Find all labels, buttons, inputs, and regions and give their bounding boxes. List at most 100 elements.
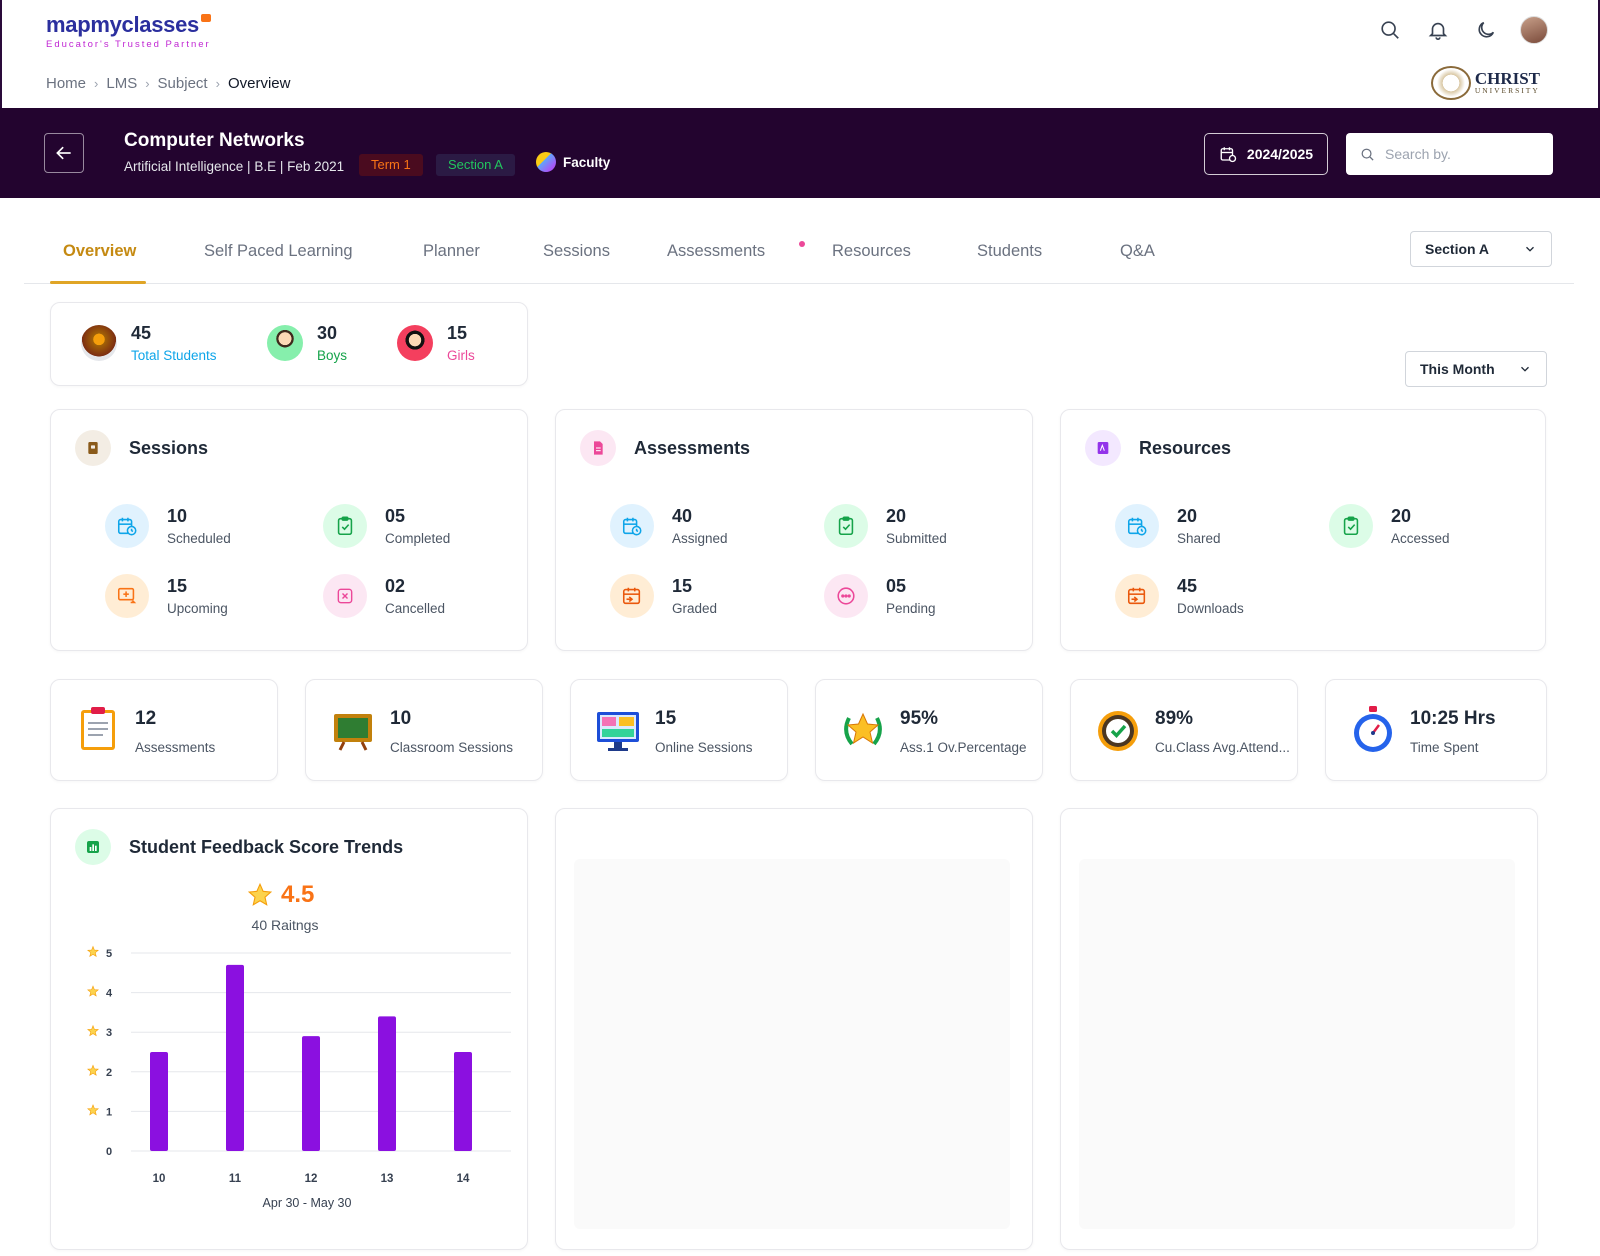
university-sub: UNIVERSITY bbox=[1474, 85, 1540, 95]
chevron-right-icon: › bbox=[94, 76, 99, 91]
empty-card-middle bbox=[555, 808, 1033, 1250]
x-tick-label: 13 bbox=[381, 1173, 394, 1185]
section-badge: Section A bbox=[436, 154, 515, 176]
scheduled-value: 10 bbox=[167, 506, 188, 526]
metric-percentage-value: 95% bbox=[900, 708, 939, 729]
academic-year-button[interactable]: 2024/2025 bbox=[1204, 133, 1328, 175]
metric-assessments-card: 12 Assessments bbox=[50, 679, 278, 781]
graded-value: 15 bbox=[672, 576, 693, 596]
sessions-book-icon bbox=[75, 430, 111, 466]
cancelled-label: Cancelled bbox=[385, 601, 446, 616]
academic-year-label: 2024/2025 bbox=[1246, 146, 1314, 162]
assessments-title: Assessments bbox=[634, 437, 751, 458]
role-label: Faculty bbox=[563, 154, 611, 170]
back-button[interactable] bbox=[44, 133, 84, 173]
tab-students[interactable]: Students bbox=[977, 242, 1043, 260]
period-select-value: This Month bbox=[1420, 361, 1495, 377]
assigned-stat: 40 Assigned bbox=[610, 504, 728, 548]
x-axis-label: Apr 30 - May 30 bbox=[263, 1196, 352, 1210]
top-actions bbox=[1376, 16, 1548, 44]
tab-resources[interactable]: Resources bbox=[832, 242, 911, 260]
shared-stat: 20 Shared bbox=[1115, 504, 1221, 548]
logo-tagline: Educator's Trusted Partner bbox=[46, 39, 211, 50]
brand-logo[interactable]: mapmyclasses Educator's Trusted Partner bbox=[46, 12, 211, 50]
breadcrumb-current: Overview bbox=[227, 75, 291, 92]
submitted-value: 20 bbox=[886, 506, 907, 526]
arrow-left-icon bbox=[56, 146, 71, 160]
bar bbox=[226, 964, 244, 1151]
scheduled-label: Scheduled bbox=[167, 531, 231, 546]
assigned-value: 40 bbox=[672, 506, 693, 526]
upcoming-stat: 15 Upcoming bbox=[105, 574, 228, 618]
upcoming-value: 15 bbox=[167, 576, 188, 596]
chevron-down-icon bbox=[1521, 366, 1529, 372]
search-icon[interactable] bbox=[1376, 16, 1404, 44]
university-seal-icon bbox=[1430, 66, 1471, 100]
loading-placeholder bbox=[574, 859, 1010, 1229]
pending-label: Pending bbox=[886, 601, 936, 616]
average-rating: 4.5 bbox=[247, 881, 314, 909]
sessions-card: Sessions 10 Scheduled 05 Completed 15 Upcom… bbox=[50, 409, 528, 651]
metric-online-card: 15 Online Sessions bbox=[570, 679, 788, 781]
search-input[interactable] bbox=[1385, 146, 1535, 162]
shared-value: 20 bbox=[1177, 506, 1198, 526]
bell-icon[interactable] bbox=[1424, 16, 1452, 44]
course-title: Computer Networks bbox=[124, 130, 305, 151]
tab-planner[interactable]: Planner bbox=[423, 242, 480, 260]
tab-qa[interactable]: Q&A bbox=[1120, 242, 1155, 260]
breadcrumb-home[interactable]: Home bbox=[46, 75, 87, 92]
y-tick-label: 2 bbox=[106, 1067, 112, 1079]
completed-label: Completed bbox=[385, 531, 451, 546]
bar bbox=[150, 1052, 168, 1151]
moon-icon[interactable] bbox=[1472, 16, 1500, 44]
ratings-count: 40 Raitngs bbox=[251, 917, 319, 933]
breadcrumb-lms[interactable]: LMS bbox=[106, 75, 138, 92]
chevron-right-icon: › bbox=[145, 76, 150, 91]
tab-overview[interactable]: Overview bbox=[63, 242, 137, 260]
boys-stat: 30 Boys bbox=[267, 323, 347, 363]
boy-avatar-icon bbox=[267, 325, 303, 361]
total-students-stat: 45 Total Students bbox=[81, 323, 217, 363]
y-tick-label: 0 bbox=[106, 1146, 112, 1158]
metric-percentage-label: Ass.1 Ov.Percentage bbox=[900, 740, 1027, 755]
shared-label: Shared bbox=[1177, 531, 1221, 546]
user-avatar[interactable] bbox=[1520, 16, 1548, 44]
tab-sessions[interactable]: Sessions bbox=[543, 242, 610, 260]
top-bar: mapmyclasses Educator's Trusted Partner … bbox=[0, 0, 1600, 108]
downloads-stat: 45 Downloads bbox=[1115, 574, 1244, 618]
tab-assessments[interactable]: Assessments bbox=[667, 242, 766, 260]
star-icon bbox=[87, 1064, 99, 1076]
accessed-stat: 20 Accessed bbox=[1329, 504, 1450, 548]
metric-classroom-value: 10 bbox=[390, 708, 412, 729]
metric-classroom-card: 10 Classroom Sessions bbox=[305, 679, 543, 781]
clipboard-check-icon bbox=[824, 504, 868, 548]
period-select[interactable]: This Month bbox=[1405, 351, 1547, 387]
star-icon bbox=[87, 1024, 99, 1037]
resources-book-icon bbox=[1085, 430, 1121, 466]
resources-title: Resources bbox=[1139, 437, 1232, 458]
breadcrumb-subject[interactable]: Subject bbox=[157, 75, 208, 92]
loading-placeholder bbox=[1079, 859, 1515, 1229]
faculty-icon bbox=[536, 152, 556, 172]
calendar-clock-icon bbox=[1115, 504, 1159, 548]
course-banner: Computer Networks Artificial Intelligenc… bbox=[0, 108, 1600, 198]
tab-self-paced-learning[interactable]: Self Paced Learning bbox=[204, 242, 353, 260]
star-icon bbox=[87, 985, 99, 997]
submitted-label: Submitted bbox=[886, 531, 947, 546]
logo-text: mapmyclasses bbox=[46, 12, 199, 37]
chevron-right-icon: › bbox=[215, 76, 220, 91]
notification-dot bbox=[799, 241, 805, 247]
section-select[interactable]: Section A bbox=[1410, 231, 1552, 267]
feedback-chart-card: Student Feedback Score Trends 4.5 40 Rai… bbox=[50, 808, 528, 1250]
stopwatch-icon bbox=[1350, 704, 1396, 754]
downloads-label: Downloads bbox=[1177, 601, 1244, 616]
monitor-icon bbox=[595, 704, 641, 754]
bar bbox=[302, 1036, 320, 1151]
section-select-value: Section A bbox=[1425, 241, 1490, 257]
metric-percentage-card: 95% Ass.1 Ov.Percentage bbox=[815, 679, 1043, 781]
total-students-label: Total Students bbox=[131, 348, 217, 363]
accessed-label: Accessed bbox=[1391, 531, 1450, 546]
y-tick-label: 5 bbox=[106, 948, 112, 960]
submitted-stat: 20 Submitted bbox=[824, 504, 947, 548]
y-tick-label: 3 bbox=[106, 1027, 112, 1039]
